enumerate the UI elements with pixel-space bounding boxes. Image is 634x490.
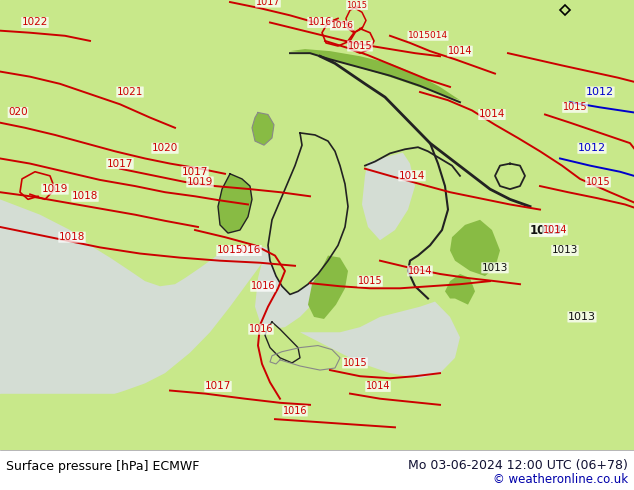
Polygon shape — [300, 301, 460, 378]
Text: 1015014: 1015014 — [408, 31, 448, 40]
Text: 1015: 1015 — [347, 0, 368, 10]
Text: Mo 03-06-2024 12:00 UTC (06+78): Mo 03-06-2024 12:00 UTC (06+78) — [408, 459, 628, 471]
Text: 1021: 1021 — [117, 87, 143, 97]
Text: 1016: 1016 — [251, 281, 275, 291]
Text: 1016: 1016 — [330, 21, 354, 30]
Text: 1015: 1015 — [347, 41, 372, 51]
Text: 1015: 1015 — [586, 177, 611, 187]
Text: 1016: 1016 — [283, 406, 307, 416]
Text: 1019: 1019 — [42, 184, 68, 194]
Text: 1015: 1015 — [563, 102, 587, 112]
Text: 1014: 1014 — [543, 225, 567, 235]
Polygon shape — [218, 174, 252, 233]
Text: 1018: 1018 — [72, 191, 98, 201]
Polygon shape — [0, 199, 270, 411]
Text: 1016: 1016 — [235, 245, 261, 255]
Polygon shape — [450, 220, 500, 276]
Text: 1013: 1013 — [552, 245, 578, 255]
Polygon shape — [308, 256, 348, 319]
Text: 1015: 1015 — [343, 358, 367, 368]
Polygon shape — [445, 274, 475, 305]
Text: 1019: 1019 — [187, 177, 213, 187]
Polygon shape — [252, 113, 274, 145]
Text: 1020: 1020 — [152, 143, 178, 153]
Text: 1015: 1015 — [358, 276, 382, 286]
Polygon shape — [145, 245, 160, 258]
Text: 1017: 1017 — [256, 0, 280, 7]
Polygon shape — [110, 244, 138, 264]
Text: 1016: 1016 — [249, 324, 273, 334]
Text: 020: 020 — [8, 107, 28, 118]
Text: 1017: 1017 — [205, 381, 231, 392]
Text: 1013: 1013 — [482, 263, 508, 273]
Text: 1013: 1013 — [568, 312, 596, 322]
Polygon shape — [362, 143, 415, 240]
Text: 1014: 1014 — [399, 171, 425, 181]
Text: Surface pressure [hPa] ECMWF: Surface pressure [hPa] ECMWF — [6, 460, 200, 473]
Polygon shape — [270, 345, 340, 370]
Text: 1017: 1017 — [107, 159, 133, 169]
Text: 1014: 1014 — [408, 266, 432, 276]
Polygon shape — [0, 409, 634, 450]
Text: 1016: 1016 — [307, 18, 332, 27]
Polygon shape — [0, 0, 634, 450]
Text: 1014: 1014 — [479, 109, 505, 120]
Polygon shape — [290, 49, 460, 100]
Polygon shape — [255, 250, 325, 329]
Text: 1012: 1012 — [578, 143, 606, 153]
Polygon shape — [360, 0, 634, 176]
Text: 1014: 1014 — [448, 46, 472, 56]
Polygon shape — [265, 322, 300, 363]
Text: © weatheronline.co.uk: © weatheronline.co.uk — [493, 473, 628, 486]
Text: 1013: 1013 — [530, 223, 562, 237]
Text: 1022: 1022 — [22, 18, 48, 27]
Text: 1014: 1014 — [366, 381, 391, 392]
Polygon shape — [0, 409, 634, 450]
Text: 1012: 1012 — [586, 87, 614, 97]
Text: 1017: 1017 — [182, 167, 208, 177]
Polygon shape — [0, 393, 634, 450]
Polygon shape — [268, 133, 348, 294]
Text: 1015: 1015 — [217, 245, 243, 255]
Text: 1018: 1018 — [59, 232, 85, 242]
